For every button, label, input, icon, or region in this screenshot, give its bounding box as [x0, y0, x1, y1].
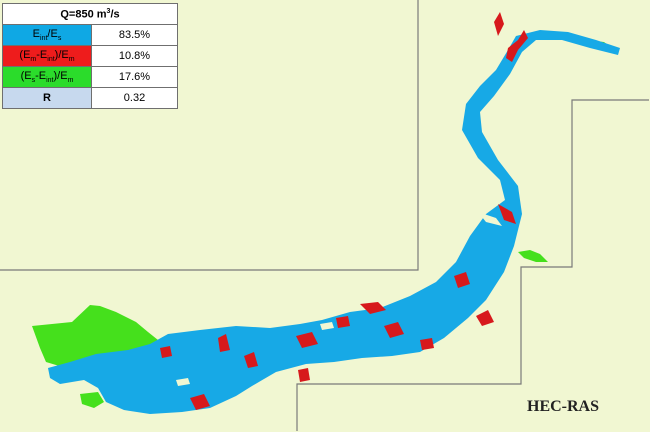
legend-row-r: R 0.32 — [2, 87, 178, 109]
river-island — [320, 322, 334, 330]
legend-row-intersection: Eint/Es 83.5% — [2, 24, 178, 46]
legend-value-model-only: 10.8% — [91, 45, 178, 67]
river-island — [176, 378, 190, 386]
model-only-patch — [244, 352, 258, 368]
model-only-patch — [218, 334, 230, 352]
observed-only-patch — [80, 392, 104, 408]
river-island — [478, 212, 502, 226]
observed-only-patch — [32, 305, 158, 368]
observed-only-patch — [518, 250, 548, 262]
legend-title-row: Q=850 m3/s — [2, 3, 178, 25]
legend-title-sup: 3 — [106, 7, 111, 15]
legend-key-r: R — [2, 87, 92, 109]
intersection-area — [48, 30, 620, 414]
model-only-patch — [336, 316, 350, 328]
legend-key-intersection: Eint/Es — [2, 24, 92, 46]
legend-value-observed-only: 17.6% — [91, 66, 178, 88]
model-only-patch — [494, 12, 504, 36]
model-only-patch — [476, 310, 494, 326]
model-only-patch — [506, 30, 528, 62]
model-only-patch — [160, 346, 172, 358]
legend-value-r: 0.32 — [91, 87, 178, 109]
model-only-patch — [454, 272, 470, 288]
accuracy-legend-table: Q=850 m3/s Eint/Es 83.5% (Em-Eint)/Em 10… — [2, 3, 178, 109]
model-only-areas — [160, 12, 528, 410]
boundary-line-lower — [296, 99, 649, 431]
model-only-patch — [498, 204, 516, 224]
legend-title-unit: /s — [110, 8, 120, 21]
legend-title: Q=850 m3/s — [2, 3, 178, 25]
legend-title-text: Q=850 m — [60, 8, 107, 21]
river-islands — [176, 212, 502, 386]
boundary-line-upper — [0, 0, 419, 271]
model-label: HEC-RAS — [527, 398, 600, 415]
legend-key-model-only: (Em-Eint)/Em — [2, 45, 92, 67]
legend-row-observed-only: (Es-Eint)/Em 17.6% — [2, 66, 178, 88]
model-only-patch — [360, 302, 386, 314]
model-only-patch — [298, 368, 310, 382]
legend-key-observed-only: (Es-Eint)/Em — [2, 66, 92, 88]
model-only-patch — [384, 322, 404, 338]
model-only-patch — [296, 332, 318, 348]
legend-value-intersection: 83.5% — [91, 24, 178, 46]
model-only-patch — [190, 394, 210, 410]
legend-row-model-only: (Em-Eint)/Em 10.8% — [2, 45, 178, 67]
model-only-patch — [420, 338, 434, 350]
